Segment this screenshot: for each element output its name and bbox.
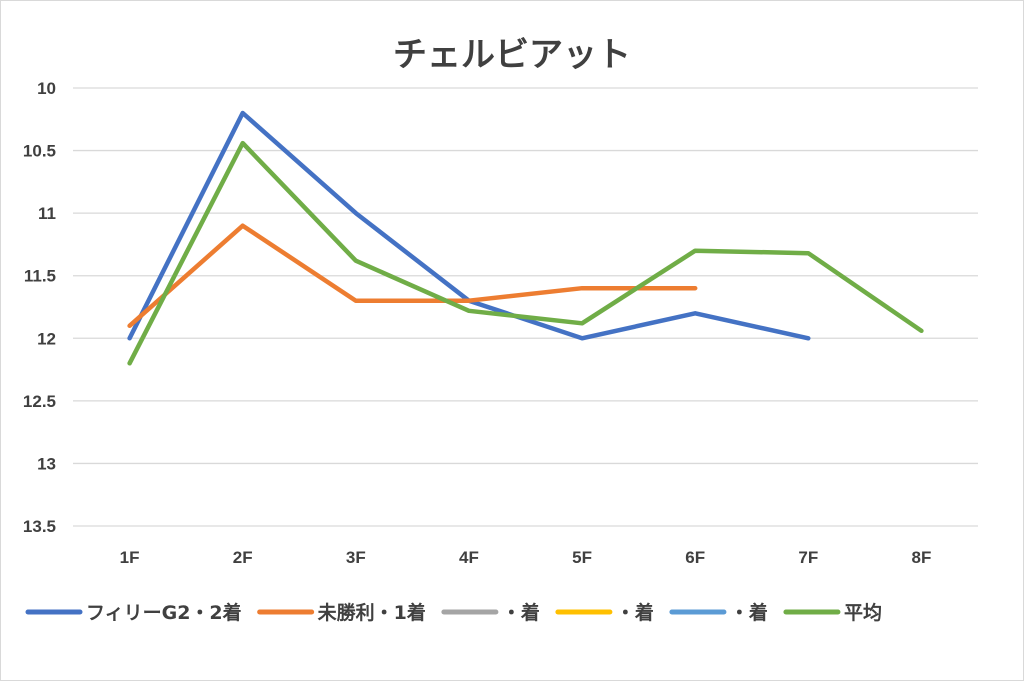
y-tick-label: 12.5 (23, 392, 56, 411)
x-axis-ticks: 1F 2F 3F 4F 5F 6F 7F 8F (120, 548, 932, 567)
legend-label: 平均 (844, 601, 882, 624)
x-tick-label: 6F (685, 548, 705, 567)
series-line-1 (127, 223, 698, 329)
y-tick-label: 10 (37, 79, 56, 98)
legend-label: ・着 (730, 601, 768, 624)
gridlines (73, 87, 978, 527)
x-tick-label: 8F (912, 548, 932, 567)
legend-label: 未勝利・1着 (317, 601, 426, 624)
x-tick-label: 2F (233, 548, 253, 567)
y-tick-label: 13.5 (23, 517, 56, 536)
y-tick-label: 10.5 (23, 142, 56, 161)
x-tick-label: 1F (120, 548, 140, 567)
y-tick-label: 11 (38, 204, 56, 223)
series-line-5 (127, 140, 924, 366)
series-lines (127, 110, 924, 366)
y-axis-ticks: 10 10.5 11 11.5 12 12.5 13 13.5 (23, 79, 56, 536)
series-line-0 (127, 110, 811, 341)
chart-title: チェルビアット (393, 35, 631, 75)
x-tick-label: 7F (798, 548, 818, 567)
y-tick-label: 11.5 (24, 267, 56, 286)
legend-label: ・着 (616, 601, 654, 624)
legend-label: フィリーG2・2着 (86, 601, 242, 624)
legend: フィリーG2・2着 未勝利・1着 ・着 ・着 ・着 平均 (25, 601, 882, 624)
x-tick-label: 5F (572, 548, 592, 567)
x-tick-label: 4F (459, 548, 479, 567)
x-tick-label: 3F (346, 548, 366, 567)
y-tick-label: 12 (37, 329, 56, 348)
legend-label: ・着 (502, 601, 540, 624)
y-tick-label: 13 (37, 454, 56, 473)
